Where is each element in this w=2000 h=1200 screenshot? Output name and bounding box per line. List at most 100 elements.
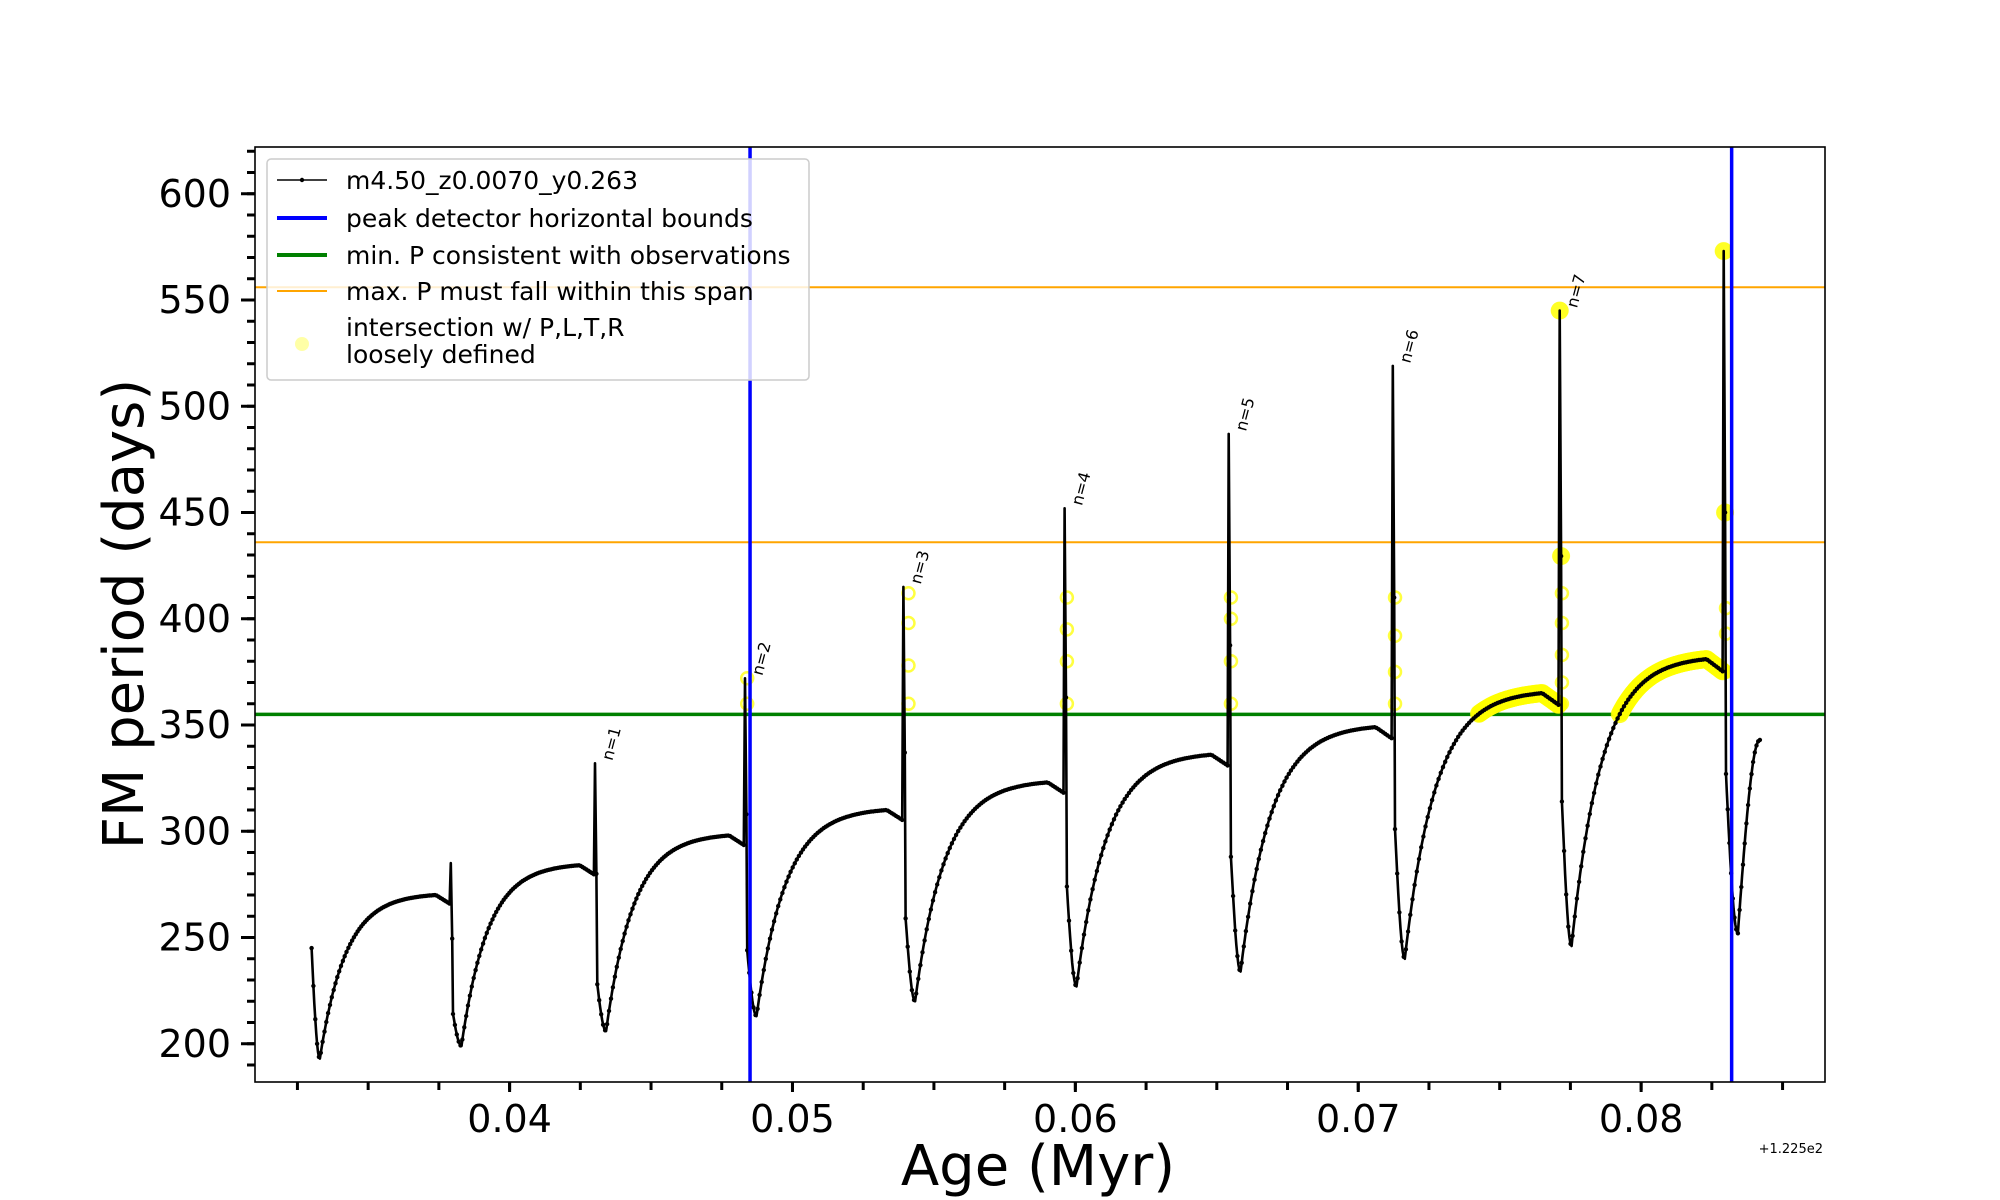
series-point [626,918,631,923]
series-point [1103,839,1108,844]
series-point [744,812,749,817]
series-point [344,949,349,955]
series-point [1747,786,1753,791]
x-tick-label: 0.06 [1033,1097,1118,1141]
series-point [480,941,486,946]
series-point [1086,908,1091,913]
x-axis-label: Age (Myr) [901,1134,1175,1199]
series-point [1401,954,1406,959]
series-point [475,960,480,965]
series-point [947,845,952,851]
x-tick-label: 0.05 [750,1097,835,1141]
series-point [1107,827,1112,832]
series-point [1392,826,1398,832]
series-point [794,857,799,862]
series-point [614,964,619,969]
series-point [926,916,931,922]
series-point [769,927,775,932]
x-tick-label: 0.07 [1316,1097,1401,1141]
series-point [1252,877,1257,882]
series-point [340,958,346,964]
series-point [325,1010,331,1016]
series-point [765,946,771,951]
series-point [1745,802,1751,808]
series-point [464,1013,469,1019]
series-point [1271,803,1277,809]
legend-entry-max-period: max. P must fall within this span [277,277,754,306]
series-point [628,912,633,917]
series-point [456,1039,461,1044]
series-point [622,931,627,936]
series-point [1280,783,1285,788]
series-point [1609,731,1614,736]
series-point [1392,595,1397,600]
series-point [776,903,781,909]
series-point [342,954,347,959]
legend-label-intersection-line2: loosely defined [346,340,536,369]
series-point [1421,834,1426,839]
series-point [338,963,344,969]
series-point [1720,669,1725,674]
series-point [490,917,495,922]
series-point [452,1022,458,1028]
series-point [1088,897,1093,902]
series-point [1416,856,1422,862]
series-point [1122,796,1127,802]
series-point [937,875,942,880]
series-point [450,936,455,941]
series-point [902,750,907,755]
series-point [939,868,944,873]
series-point [786,874,791,879]
series-point [624,924,629,929]
series-point [311,983,316,989]
series-point [486,925,491,931]
series-point [1598,764,1603,769]
y-tick-label: 500 [158,384,231,428]
series-point [1288,768,1294,773]
series-point [1066,918,1072,923]
series-point [1265,823,1270,828]
series-point [1456,734,1461,739]
series-point [1245,914,1251,919]
series-point [1581,849,1586,854]
series-point [1225,763,1230,768]
series-point [1427,806,1433,811]
series-point [471,975,476,981]
series-point [1723,771,1729,777]
series-point [1556,702,1561,707]
series-point [1399,939,1404,944]
y-axis-ticks: 200 250 300 350 400 450 500 550 600 [158,172,255,1066]
series-point [640,883,645,889]
series-point [454,1032,459,1037]
series-point [1282,779,1287,784]
series-point [763,956,768,961]
series-point [1113,812,1119,817]
series-point [1579,864,1584,869]
series-point [949,841,955,846]
series-point [1227,643,1233,648]
series-point [1750,759,1756,765]
series-point [1613,720,1618,726]
series-point [333,981,338,986]
series-point [1090,887,1095,892]
series-point [638,887,643,893]
series-point [1604,743,1610,748]
series-point [447,901,452,906]
series-point [1278,788,1283,793]
series-point [1576,879,1582,884]
legend-marker-model [299,177,305,183]
series-point [1429,797,1435,803]
plot-frame [254,146,1826,1083]
x-tick-label: 0.04 [467,1097,552,1141]
series-point [1077,960,1082,965]
series-point [612,974,618,979]
series-point [1101,845,1106,851]
series-point [1574,896,1580,901]
legend-label-peak-bounds: peak detector horizontal bounds [346,204,753,233]
series-point [1752,750,1758,755]
series-point [458,1043,463,1048]
series-point [761,967,766,973]
series-point [1615,716,1620,721]
series-point [1561,848,1567,854]
series-point [1447,750,1452,755]
